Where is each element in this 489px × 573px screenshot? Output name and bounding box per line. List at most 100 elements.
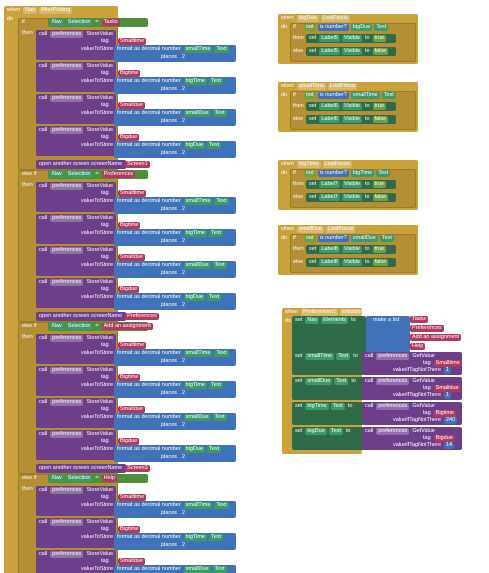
lbl-token: format as decimal number — [117, 110, 181, 116]
block-row: Help — [410, 343, 426, 350]
lbl-token: valueIfTagNotThere — [393, 392, 441, 398]
lbl-token: tag — [423, 435, 431, 441]
lbl-token: call — [39, 127, 48, 133]
block-row: tag — [100, 222, 110, 229]
comp-token: Nav — [50, 19, 64, 26]
block-row: set smallTime Text to — [294, 353, 359, 360]
block-row: call preferences StoreValue — [38, 551, 114, 558]
block-row: call preferences GetValue — [364, 378, 436, 385]
store-value-block — [36, 398, 116, 428]
dd-token: LostFocus — [322, 161, 352, 168]
block-row: else — [292, 259, 304, 266]
comp-token: Text — [336, 353, 351, 360]
comp-token: smallDue — [183, 262, 211, 269]
lbl-token: format as decimal number — [117, 382, 181, 388]
block-row: format as decimal number bigTime Text — [116, 534, 224, 541]
block-row: format as decimal number bigTime Text — [116, 78, 224, 85]
comp-token: Label6 — [319, 103, 340, 110]
lbl-token: valueToStore — [81, 294, 114, 300]
comp-token: Text — [208, 230, 224, 237]
block-row: valueToStore — [80, 446, 114, 453]
lbl-token: = — [95, 171, 99, 177]
store-value-block — [36, 486, 116, 516]
store-value-block — [36, 126, 116, 156]
lbl-token: valueIfTagNotThere — [393, 367, 441, 373]
block-row: format as decimal number smallDue Text — [116, 110, 227, 117]
num-token: 2 — [179, 390, 187, 397]
lbl-token: to — [364, 116, 370, 122]
block-row: tag — [100, 558, 110, 565]
block-row: set Label8 Visible to true — [308, 246, 387, 253]
block-row: valueToStore — [80, 502, 114, 509]
block-row: when Nav AfterPicking — [6, 7, 73, 14]
comp-token: Label8 — [319, 259, 340, 266]
txt-token: Smalltime — [118, 494, 147, 501]
lbl-token: then — [22, 30, 33, 36]
lbl-token: if — [22, 19, 25, 25]
lbl-token: tag — [101, 558, 109, 564]
comp-token: Text — [381, 92, 396, 99]
get-value-block — [362, 377, 462, 400]
block-row: Bigtime — [118, 70, 141, 77]
txt-token: Bigtime — [118, 374, 141, 381]
logic-token: not — [304, 24, 316, 31]
lbl-token: format as decimal number — [117, 534, 181, 540]
store-value-block — [36, 246, 116, 276]
comp-token: bigTime — [305, 403, 329, 410]
txt-token: Preferences — [101, 171, 136, 178]
comp-token: Visible — [341, 181, 362, 188]
comp-token: bigDue — [183, 294, 206, 301]
block-row: else — [292, 48, 304, 55]
dd-token: preferences — [50, 127, 84, 134]
block-row: call preferences StoreValue — [38, 279, 114, 286]
block-row: places 2 — [160, 510, 187, 517]
lbl-token: set — [295, 378, 303, 384]
format-block — [114, 565, 236, 573]
comp-token: bigTime — [183, 534, 207, 541]
block-row: valueToStore — [80, 294, 114, 301]
txt-token: Smalldue — [433, 385, 461, 392]
lbl-token: places — [161, 238, 177, 244]
lbl-token: if — [293, 92, 296, 98]
lbl-token: set — [295, 353, 303, 359]
logic-token: false — [372, 116, 389, 123]
block-row: when smallDue LostFocus — [280, 226, 356, 233]
lbl-token: valueToStore — [81, 350, 114, 356]
dd-token: preferences — [50, 399, 84, 406]
lbl-token: else — [293, 259, 304, 265]
lbl-token: then — [293, 35, 304, 41]
comp-token: Text — [207, 294, 222, 301]
lbl-token: call — [39, 247, 48, 253]
block-row: Nav Selection = Tasks — [50, 19, 120, 26]
comp-token: Nav — [50, 475, 64, 482]
block-row: Tasks — [410, 316, 429, 323]
lbl-token: StoreValue — [86, 63, 114, 69]
block-row: places 2 — [160, 118, 187, 125]
block-row: tag Smalldue — [422, 385, 461, 392]
lbl-token: tag — [423, 385, 431, 391]
comp-token: Visible — [341, 103, 362, 110]
lbl-token: StoreValue — [86, 279, 114, 285]
block-row: valueToStore — [80, 350, 114, 357]
txt-token: Bigtime — [433, 410, 456, 417]
block-row: format as decimal number smallTime Text — [116, 502, 229, 509]
block-row: Smalltime — [118, 190, 147, 197]
block-row: valueToStore — [80, 414, 114, 421]
block-row: Nav Selection = Add an assignment — [50, 323, 153, 330]
lbl-token: call — [39, 335, 48, 341]
comp-token: Text — [207, 142, 222, 149]
lbl-token: call — [365, 428, 374, 434]
comp-token: bigDue — [305, 428, 327, 435]
lbl-token: valueToStore — [81, 446, 114, 452]
comp-token: Text — [212, 262, 227, 269]
lbl-token: do — [285, 318, 292, 324]
dd-token: preferences — [376, 378, 410, 385]
block-row: format as decimal number bigTime Text — [116, 382, 224, 389]
block-row: not is number? bigTime Text — [304, 170, 391, 177]
logic-token: true — [372, 35, 387, 42]
dd-token: preferences — [50, 95, 84, 102]
num-token: 2 — [179, 206, 187, 213]
store-value-block — [36, 62, 116, 92]
lbl-token: to — [347, 403, 353, 409]
block-row: places 2 — [160, 358, 187, 365]
